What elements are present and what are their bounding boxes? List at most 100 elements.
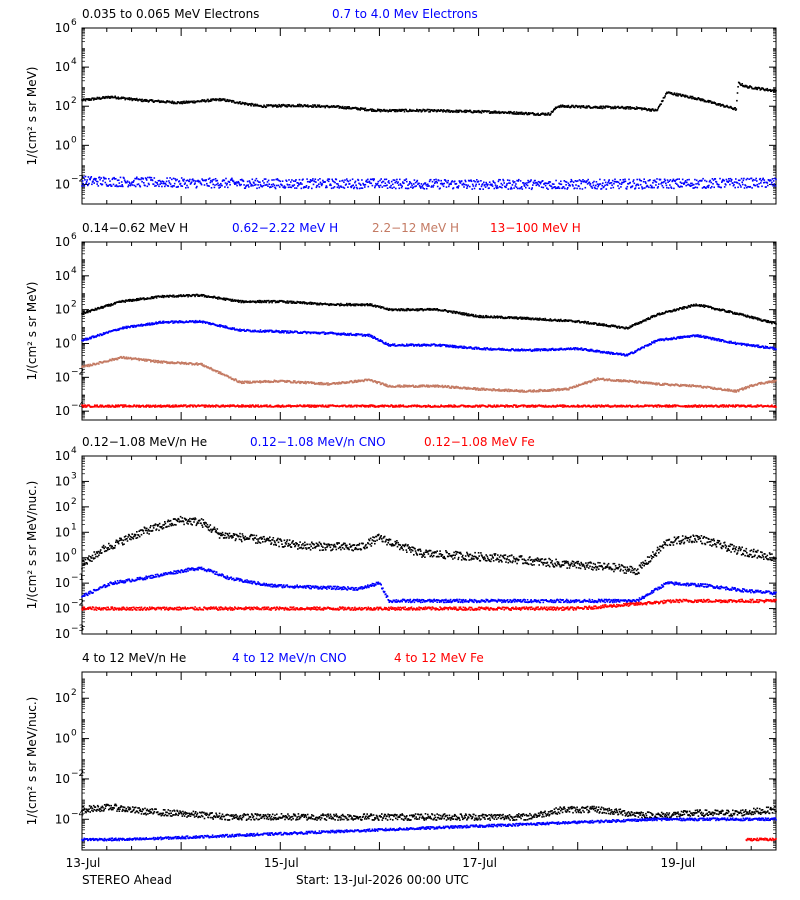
data-point bbox=[235, 183, 237, 185]
data-point bbox=[442, 185, 445, 188]
data-point bbox=[336, 183, 338, 185]
data-point bbox=[311, 179, 314, 182]
data-point bbox=[306, 105, 308, 108]
data-point bbox=[410, 186, 412, 188]
data-point bbox=[601, 184, 603, 187]
data-point bbox=[252, 103, 254, 105]
data-point bbox=[315, 302, 318, 305]
data-point bbox=[203, 295, 206, 298]
data-point bbox=[630, 325, 633, 328]
data-point bbox=[308, 303, 311, 305]
data-point bbox=[144, 98, 147, 101]
data-point bbox=[306, 178, 308, 180]
data-point bbox=[95, 309, 98, 311]
data-point bbox=[200, 293, 203, 296]
data-point bbox=[270, 300, 273, 302]
data-point bbox=[639, 183, 642, 186]
data-point bbox=[553, 109, 555, 111]
data-point bbox=[387, 181, 389, 183]
data-point bbox=[601, 350, 603, 353]
data-point bbox=[123, 179, 126, 181]
data-point bbox=[248, 300, 251, 303]
data-point bbox=[739, 179, 741, 182]
data-point bbox=[262, 184, 265, 187]
data-point bbox=[147, 322, 149, 325]
data-point bbox=[378, 108, 380, 111]
data-point bbox=[438, 345, 441, 347]
data-point bbox=[519, 111, 521, 114]
data-point bbox=[452, 344, 455, 347]
data-point bbox=[485, 181, 487, 184]
data-point bbox=[679, 186, 681, 188]
data-point bbox=[649, 108, 652, 111]
data-point bbox=[564, 320, 566, 323]
data-point bbox=[509, 110, 512, 113]
data-point bbox=[208, 185, 210, 187]
data-point bbox=[288, 331, 291, 334]
data-point bbox=[265, 106, 268, 108]
data-point bbox=[754, 179, 756, 181]
data-point bbox=[410, 182, 413, 185]
data-point bbox=[681, 185, 683, 188]
data-point bbox=[634, 324, 637, 326]
data-point bbox=[158, 321, 160, 323]
data-point bbox=[158, 100, 160, 102]
data-point bbox=[192, 101, 195, 104]
data-point bbox=[484, 316, 486, 319]
data-point bbox=[222, 98, 225, 100]
data-point bbox=[213, 178, 215, 181]
data-point bbox=[194, 321, 196, 324]
data-point bbox=[509, 349, 512, 352]
data-point bbox=[457, 109, 459, 112]
data-point bbox=[762, 87, 764, 90]
data-point bbox=[499, 186, 502, 188]
data-point bbox=[710, 181, 713, 184]
data-point bbox=[125, 325, 128, 328]
data-point bbox=[233, 327, 235, 329]
data-point bbox=[639, 321, 642, 323]
data-point bbox=[119, 176, 122, 179]
data-point bbox=[91, 181, 94, 183]
data-point bbox=[576, 180, 579, 182]
data-point bbox=[623, 326, 625, 329]
data-point bbox=[491, 349, 493, 351]
data-point bbox=[114, 303, 116, 305]
data-point bbox=[474, 315, 476, 318]
data-point bbox=[292, 185, 294, 187]
data-point bbox=[433, 308, 435, 310]
data-point bbox=[729, 106, 731, 109]
data-point bbox=[167, 185, 170, 187]
data-point bbox=[691, 97, 693, 100]
data-point bbox=[136, 99, 139, 101]
data-point bbox=[155, 297, 158, 299]
data-point bbox=[607, 352, 609, 354]
data-point bbox=[529, 180, 532, 182]
data-point bbox=[554, 348, 557, 350]
data-point bbox=[85, 337, 87, 340]
data-point bbox=[735, 178, 737, 180]
data-point bbox=[446, 345, 448, 348]
data-point bbox=[131, 324, 133, 327]
data-point bbox=[649, 110, 651, 112]
data-point bbox=[212, 183, 214, 186]
data-point bbox=[660, 181, 663, 184]
data-point bbox=[439, 110, 441, 112]
data-point bbox=[543, 319, 546, 321]
data-point bbox=[545, 182, 547, 185]
data-point bbox=[314, 178, 317, 180]
data-point bbox=[99, 307, 102, 309]
data-point bbox=[277, 300, 279, 302]
data-point bbox=[196, 185, 198, 188]
data-point bbox=[494, 110, 497, 112]
data-point bbox=[121, 327, 123, 330]
data-point bbox=[300, 187, 303, 190]
data-point bbox=[613, 325, 616, 328]
data-point bbox=[243, 102, 245, 105]
data-point bbox=[414, 309, 417, 311]
data-point bbox=[477, 109, 480, 112]
data-point bbox=[119, 185, 121, 187]
data-point bbox=[333, 186, 336, 188]
data-point bbox=[436, 110, 438, 113]
data-point bbox=[247, 104, 249, 106]
data-point bbox=[557, 187, 559, 189]
